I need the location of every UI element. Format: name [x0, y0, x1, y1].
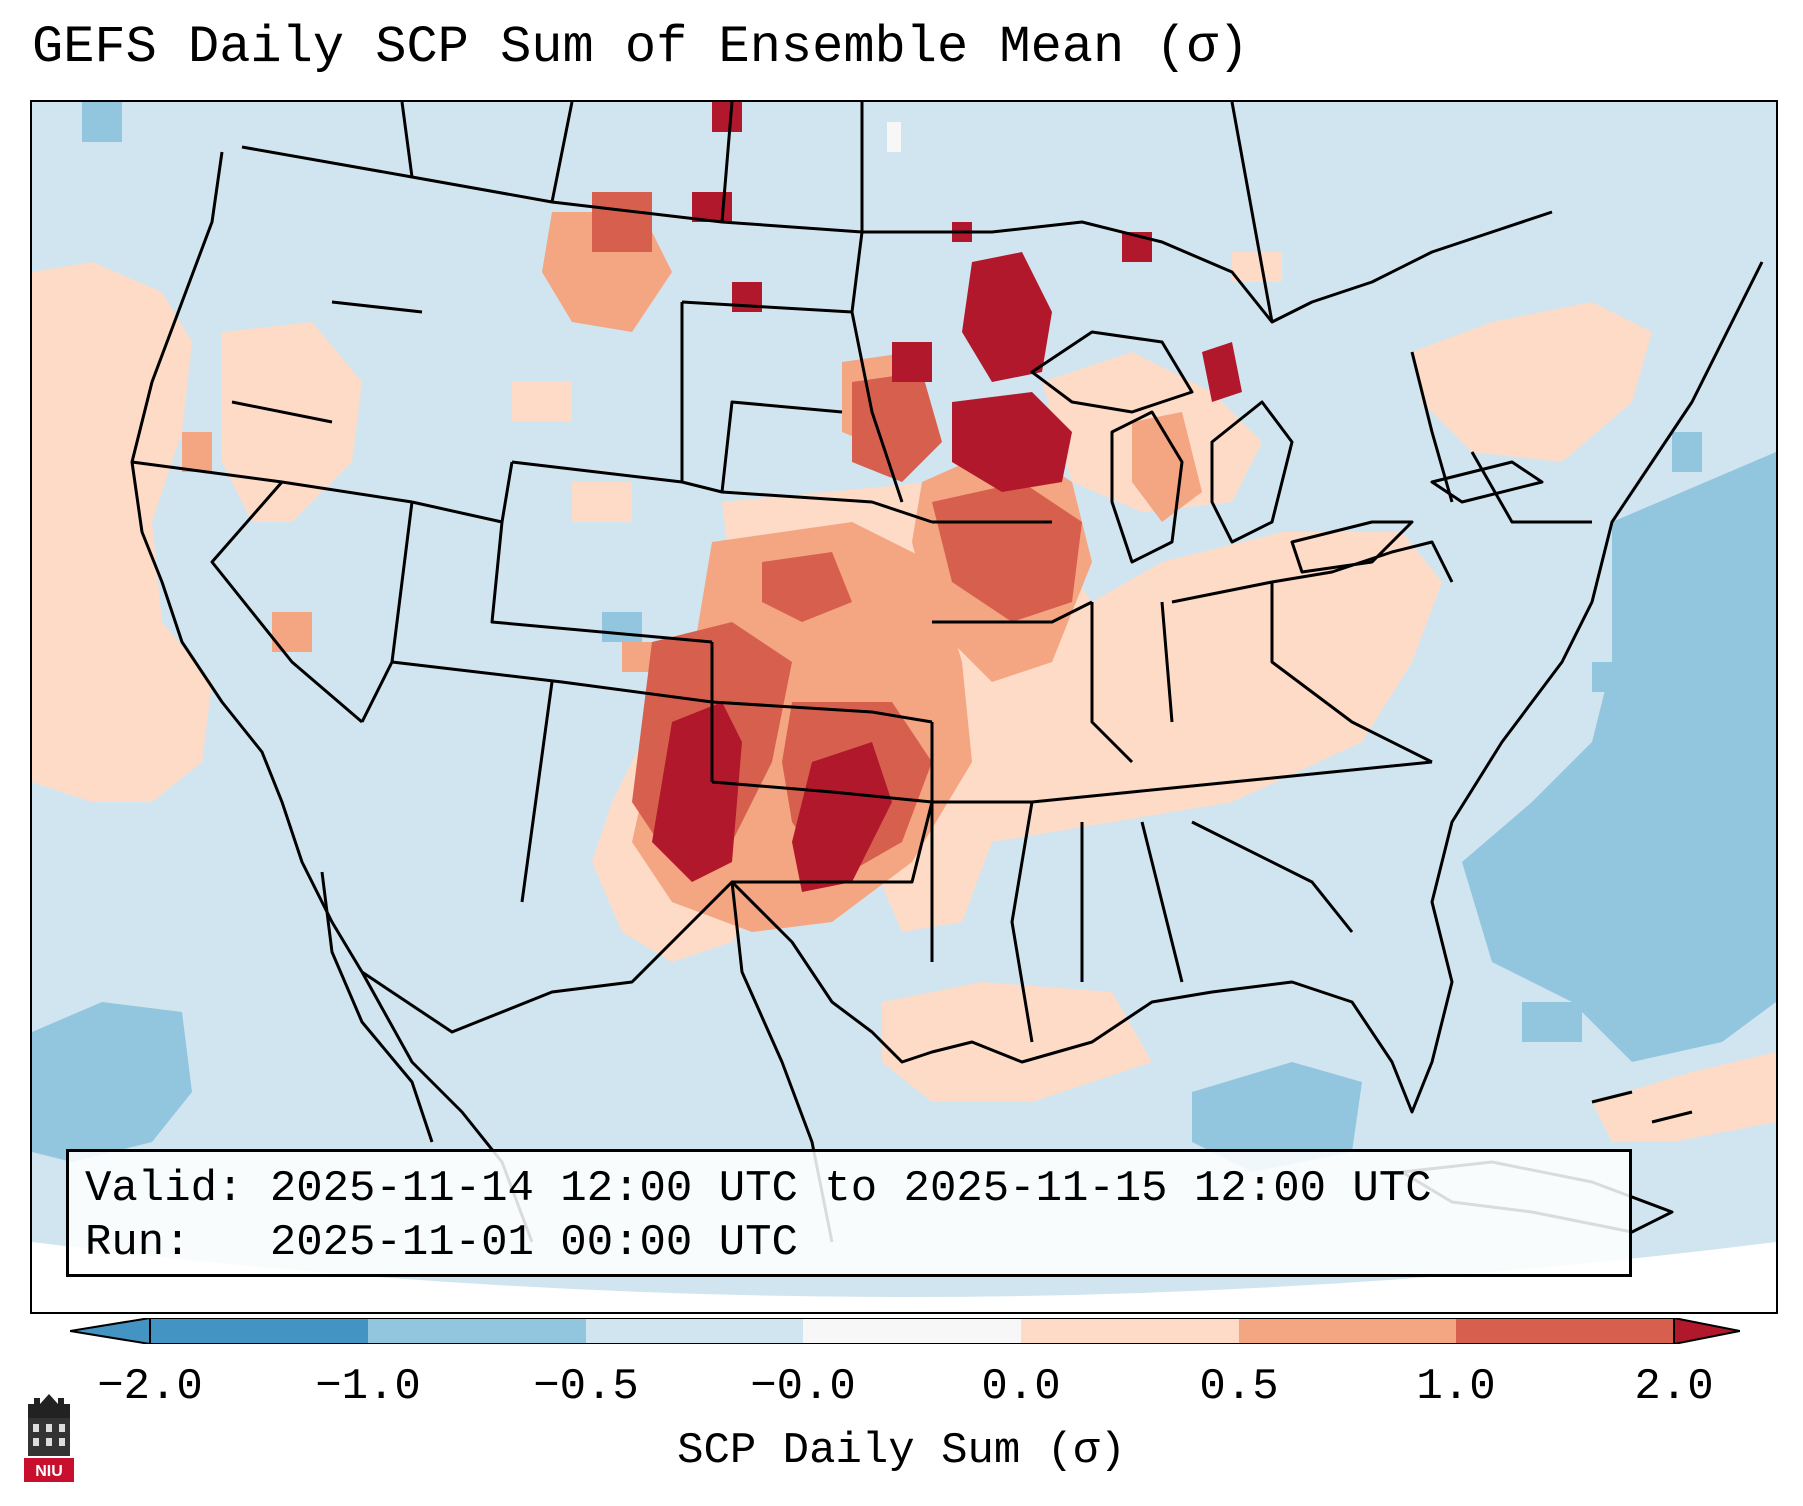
colorbar-segment-2: [368, 1318, 586, 1344]
colorbar-tick-label: −0.0: [750, 1362, 856, 1412]
colorbar-tick-label: 2.0: [1634, 1362, 1714, 1412]
validity-info-box: Valid: 2025-11-14 12:00 UTC to 2025-11-1…: [66, 1149, 1632, 1277]
colorbar-tick-label: −0.5: [533, 1362, 639, 1412]
run-value: 2025-11-01 00:00 UTC: [269, 1218, 798, 1268]
niu-logo: NIU: [24, 1394, 74, 1482]
colorbar-segment-5: [1021, 1318, 1239, 1344]
colorbar-tick-label: 0.5: [1199, 1362, 1279, 1412]
colorbar-segment-4: [803, 1318, 1021, 1344]
colorbar-tick-label: 1.0: [1416, 1362, 1496, 1412]
map-panel: [30, 100, 1778, 1314]
colorbar: [70, 1318, 1740, 1344]
colorbar-segment-3: [586, 1318, 803, 1344]
colorbar-segment-7: [1456, 1318, 1674, 1344]
chart-title: GEFS Daily SCP Sum of Ensemble Mean (σ): [32, 18, 1249, 77]
colorbar-extend-high: [1673, 1318, 1740, 1344]
map-svg: [32, 102, 1776, 1312]
near-zero-cell: [887, 122, 901, 152]
negative-anomaly-areas: [32, 102, 1776, 1172]
valid-value: 2025-11-14 12:00 UTC to 2025-11-15 12:00…: [269, 1164, 1432, 1214]
run-label: Run:: [85, 1218, 191, 1268]
colorbar-tick-label: −2.0: [97, 1362, 203, 1412]
colorbar-label: SCP Daily Sum (σ): [677, 1426, 1126, 1476]
positive-extreme-anomaly-areas: [652, 102, 1242, 892]
colorbar-segment-1: [150, 1318, 368, 1344]
colorbar-tick-label: −1.0: [315, 1362, 421, 1412]
colorbar-tick-label: 0.0: [981, 1362, 1061, 1412]
colorbar-extend-low: [70, 1318, 151, 1344]
svg-text:NIU: NIU: [35, 1463, 63, 1480]
valid-label: Valid:: [85, 1164, 244, 1214]
colorbar-segment-6: [1239, 1318, 1456, 1344]
